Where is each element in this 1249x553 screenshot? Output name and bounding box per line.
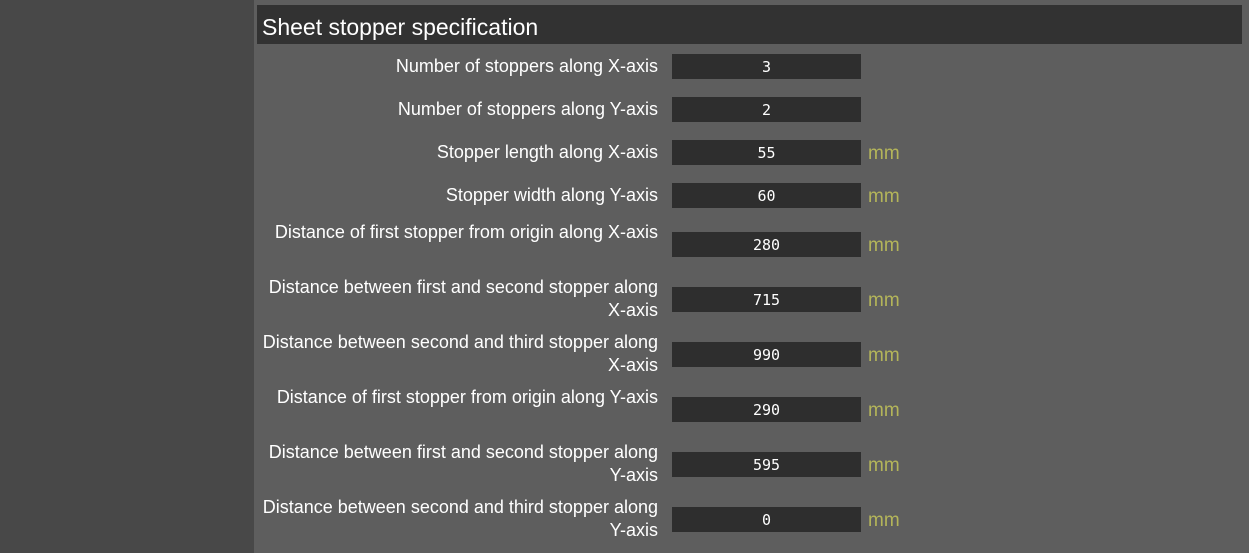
unit-label: mm <box>868 290 900 311</box>
unit-label: mm <box>868 143 900 164</box>
stopper-spec-panel: Sheet stopper specification Number of st… <box>254 0 1249 553</box>
field-label: Distance between first and second stoppe… <box>268 277 658 320</box>
first-second-y-input[interactable] <box>672 452 861 477</box>
unit-label: mm <box>868 186 900 207</box>
section-title: Sheet stopper specification <box>262 14 539 40</box>
first-second-x-input[interactable] <box>672 287 861 312</box>
field-label: Distance between second and third stoppe… <box>262 497 658 540</box>
second-third-y-input[interactable] <box>672 507 861 532</box>
field-label: Distance between first and second stoppe… <box>268 442 658 485</box>
unit-label: mm <box>868 510 900 531</box>
unit-label: mm <box>868 455 900 476</box>
field-label: Number of stoppers along Y-axis <box>397 99 658 119</box>
left-pane <box>0 0 254 553</box>
stoppers-x-input[interactable] <box>672 54 861 79</box>
field-label: Distance between second and third stoppe… <box>262 332 658 375</box>
unit-label: mm <box>868 345 900 366</box>
first-stopper-x-input[interactable] <box>672 232 861 257</box>
field-label: Stopper length along X-axis <box>436 142 658 162</box>
field-label: Number of stoppers along X-axis <box>395 56 658 76</box>
stoppers-y-input[interactable] <box>672 97 861 122</box>
field-label: Distance of first stopper from origin al… <box>274 222 658 242</box>
unit-label: mm <box>868 400 900 421</box>
section-header: Sheet stopper specification <box>257 5 1242 44</box>
first-stopper-y-input[interactable] <box>672 397 861 422</box>
second-third-x-input[interactable] <box>672 342 861 367</box>
field-label: Stopper width along Y-axis <box>445 185 658 205</box>
stopper-width-input[interactable] <box>672 183 861 208</box>
stopper-length-input[interactable] <box>672 140 861 165</box>
field-label: Distance of first stopper from origin al… <box>276 387 658 407</box>
unit-label: mm <box>868 235 900 256</box>
